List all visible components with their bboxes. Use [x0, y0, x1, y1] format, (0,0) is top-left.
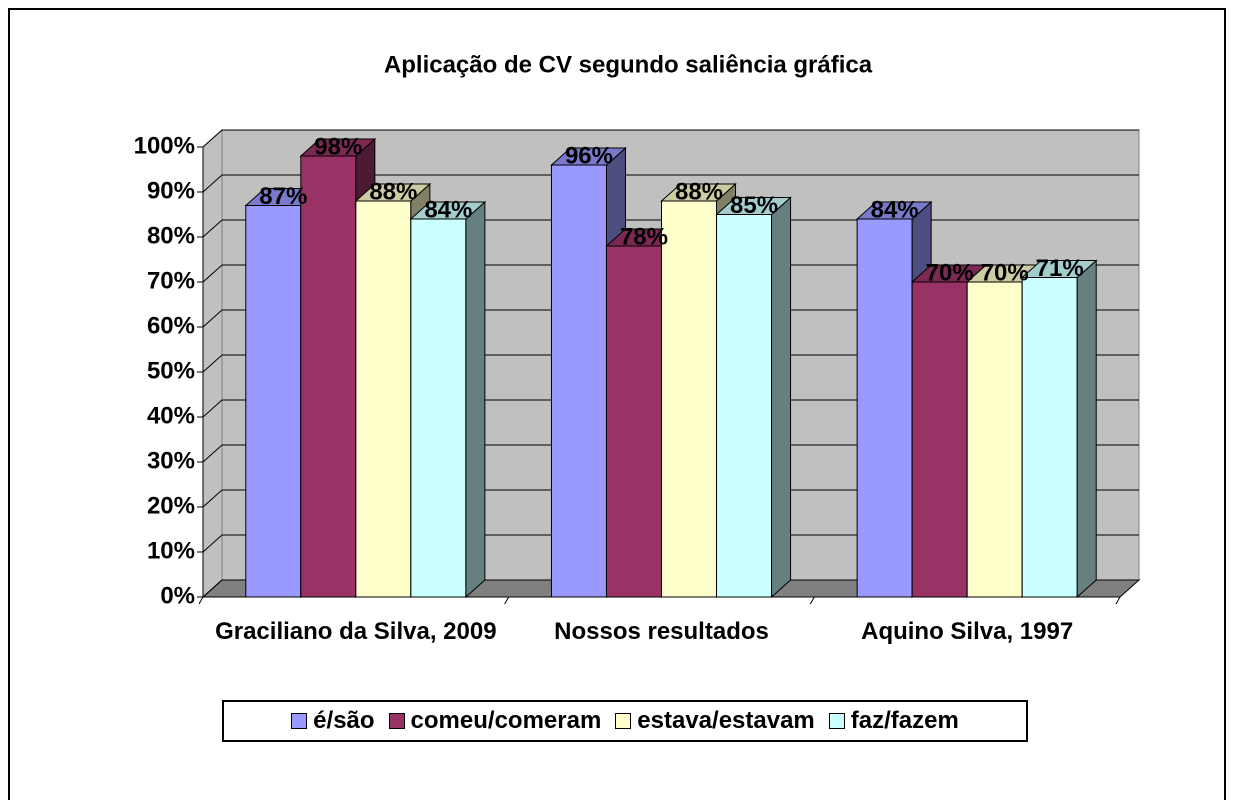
value-label: 78% [620, 223, 668, 250]
value-label: 84% [424, 196, 472, 223]
bar-top [550, 147, 627, 166]
value-label: 71% [1036, 255, 1084, 282]
value-label: 88% [369, 178, 417, 205]
bar [409, 200, 487, 599]
grid-line [202, 444, 1139, 463]
legend-label: estava/estavam [637, 707, 815, 734]
value-label: 84% [871, 196, 919, 223]
bar-front [355, 200, 412, 598]
y-tick-label: 20% [147, 492, 195, 519]
value-label: 87% [259, 183, 307, 210]
x-tick-label: Aquino Silva, 1997 [861, 618, 1074, 645]
bar-top [1020, 260, 1098, 278]
y-tick-label: 90% [147, 177, 195, 204]
bar-front [716, 214, 773, 598]
y-tick-label: 50% [147, 357, 195, 384]
bar-front [1021, 277, 1078, 598]
y-tick-label: 80% [147, 222, 195, 249]
legend-swatch [828, 713, 845, 729]
y-tick-label: 40% [147, 402, 195, 429]
grid-line [202, 354, 1139, 373]
bar-side [1076, 259, 1097, 599]
value-label: 70% [981, 259, 1029, 286]
legend-item: comeu/comeram [388, 707, 602, 735]
legend-item: estava/estavam [615, 707, 815, 735]
legend: é/são comeu/comeram estava/estavam faz/faze… [222, 700, 1028, 742]
x-tick-label: Nossos resultados [554, 618, 769, 645]
value-label: 70% [926, 259, 974, 286]
grid-line [202, 219, 1139, 238]
y-tick-label: 70% [147, 267, 195, 294]
bar-front [661, 200, 718, 598]
grid-line [202, 264, 1139, 283]
legend-swatch [615, 713, 632, 729]
bar-front [856, 218, 913, 598]
grid-line [202, 489, 1139, 508]
legend-item: faz/fazem [828, 707, 959, 735]
bar-top [855, 201, 933, 220]
bar-front [410, 218, 467, 598]
x-tick-label: Graciliano da Silva, 2009 [215, 618, 497, 645]
x-tick [1115, 596, 1121, 605]
bar-top [660, 183, 737, 202]
value-label: 88% [675, 178, 723, 205]
bar-side [771, 196, 792, 599]
grid-line [202, 399, 1139, 418]
chart: Aplicação de CV segundo saliência gráfic… [134, 51, 1141, 609]
bar-top [409, 201, 487, 220]
grid-line [202, 309, 1139, 328]
grid-line [202, 129, 1139, 148]
value-label: 85% [730, 192, 778, 219]
legend-swatch [291, 713, 308, 729]
grid-line [202, 579, 1139, 598]
page: Aplicação de CV segundo saliência gráfic… [8, 8, 1226, 800]
bar-front [911, 281, 968, 598]
bar-front [550, 164, 607, 598]
legend-label: é/são [313, 707, 375, 734]
legend-item: é/são [291, 707, 375, 735]
bar-front [605, 245, 662, 598]
chart-frame [8, 8, 1226, 800]
bar-top [715, 197, 792, 215]
y-tick-label: 100% [134, 132, 195, 159]
legend-swatch [388, 713, 405, 729]
bar-front [300, 155, 357, 598]
value-label: 96% [565, 142, 613, 169]
legend-label: faz/fazem [850, 707, 959, 734]
chart-title: Aplicação de CV segundo saliência gráfic… [384, 51, 873, 78]
bar-front [245, 205, 302, 598]
value-label: 98% [314, 133, 362, 160]
y-tick-label: 10% [147, 537, 195, 564]
grid-line [202, 534, 1139, 553]
bar [715, 196, 792, 599]
y-tick-label: 0% [160, 582, 195, 609]
bar [1020, 259, 1098, 599]
x-tick [809, 596, 815, 605]
bar-front [966, 281, 1023, 598]
y-tick-label: 60% [147, 312, 195, 339]
bar-top [299, 138, 377, 157]
bar-top [354, 183, 432, 202]
y-tick-label: 30% [147, 447, 195, 474]
legend-label: comeu/comeram [410, 707, 602, 734]
grid-line [202, 174, 1139, 193]
x-tick [198, 596, 204, 605]
bar-side [465, 200, 486, 599]
x-tick [504, 596, 510, 605]
